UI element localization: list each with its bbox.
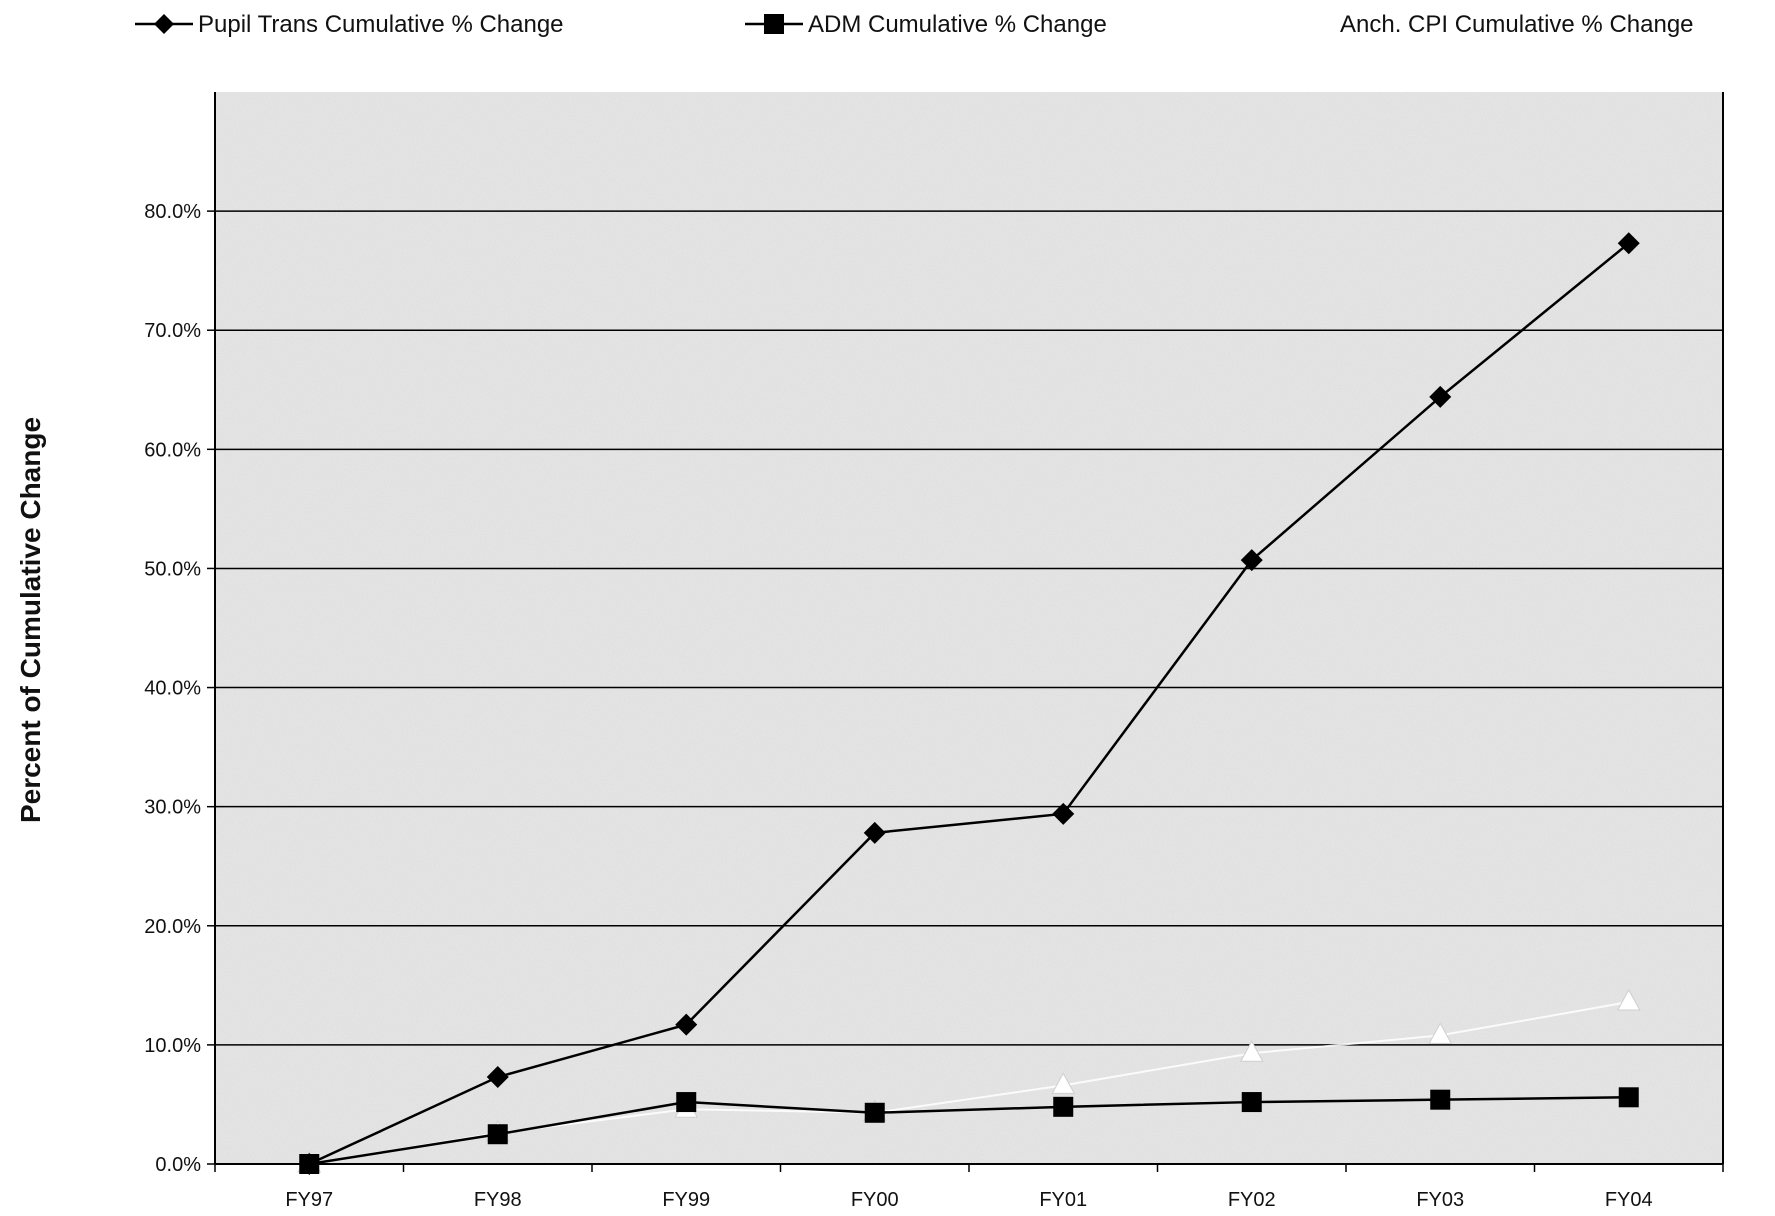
data-point-diamond [1052,802,1075,825]
legend: Pupil Trans Cumulative % Change ADM Cumu… [135,11,1694,38]
data-point-square [1241,1092,1262,1113]
x-tick-label: FY98 [474,1189,522,1211]
y-tick-label: 30.0% [144,797,201,819]
plot-texture [215,92,1723,1164]
x-tick-label: FY99 [662,1189,710,1211]
x-tick-label: FY03 [1416,1189,1464,1211]
x-tick-label: FY01 [1039,1189,1087,1211]
data-point-diamond [863,821,886,844]
x-tick-label: FY02 [1228,1189,1276,1211]
y-axis-ticks: 0.0% 10.0% 20.0% 30.0% 40.0% 50.0% 60.0% 70.0% 8… [144,201,215,1176]
y-tick-label: 40.0% [144,678,201,700]
data-point-square [1430,1089,1451,1110]
legend-label-adm: ADM Cumulative % Change [808,11,1107,38]
y-tick-label: 80.0% [144,201,201,223]
data-point-triangle [1051,1072,1076,1094]
y-axis-title: Percent of Cumulative Change [15,417,46,823]
data-point-diamond [486,1066,509,1089]
y-tick-label: 10.0% [144,1035,201,1057]
gridlines [215,210,1723,1046]
data-point-diamond [1617,232,1640,255]
data-point-triangle [1239,1040,1264,1062]
legend-item-anch-cpi: Anch. CPI Cumulative % Change [1340,11,1694,38]
data-point-diamond [298,1153,321,1175]
y-tick-label: 70.0% [144,320,201,342]
y-tick-label: 20.0% [144,916,201,938]
data-point-triangle [1616,988,1641,1011]
data-point-square [1053,1096,1074,1117]
series-1 [299,1087,1639,1174]
data-point-diamond [1429,385,1452,408]
legend-label-anch-cpi: Anch. CPI Cumulative % Change [1340,11,1694,38]
series-layer [297,232,1641,1175]
legend-item-pupil-trans: Pupil Trans Cumulative % Change [135,11,564,38]
data-point-square [1618,1087,1639,1108]
data-point-square [864,1102,885,1123]
legend-item-adm: ADM Cumulative % Change [745,11,1107,38]
x-tick-label: FY00 [851,1189,899,1211]
data-point-square [487,1124,508,1145]
square-marker-icon [764,14,784,34]
y-tick-label: 0.0% [155,1154,201,1176]
series-line [308,242,1630,1166]
y-tick-label: 50.0% [144,558,201,580]
x-axis-ticks: FY97 FY98 FY99 FY00 FY01 FY02 FY03 FY04 [214,1164,1724,1211]
series-line [309,1096,1629,1166]
data-point-square [676,1092,697,1113]
y-tick-label: 60.0% [144,439,201,461]
diamond-marker-icon [154,14,174,34]
legend-label-pupil-trans: Pupil Trans Cumulative % Change [198,11,564,38]
data-point-diamond [1240,549,1263,572]
series-0 [298,232,1640,1175]
x-tick-label: FY04 [1605,1189,1653,1211]
data-point-triangle [1428,1022,1453,1044]
x-tick-label: FY97 [285,1189,333,1211]
data-point-diamond [675,1013,698,1036]
